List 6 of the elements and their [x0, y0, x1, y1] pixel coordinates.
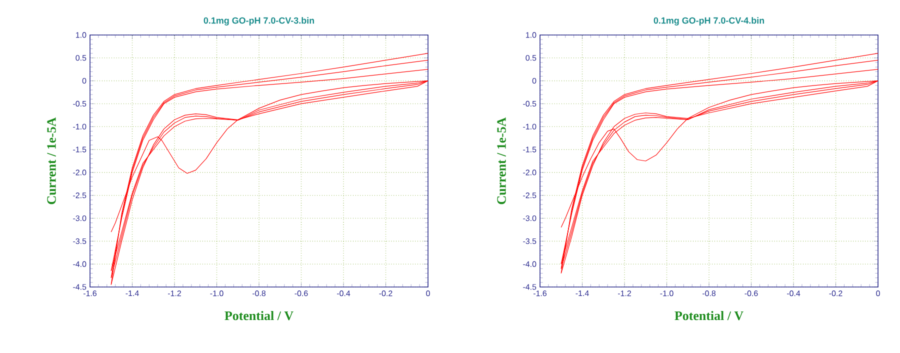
chart-title: 0.1mg GO-pH 7.0-CV-4.bin: [654, 17, 764, 26]
y-axis-title: Current / 1e-5A: [47, 117, 56, 204]
x-axis-title: Potential / V: [674, 311, 744, 320]
chart-title: 0.1mg GO-pH 7.0-CV-3.bin: [204, 17, 314, 26]
x-axis-title: Potential / V: [224, 311, 294, 320]
y-axis-title: Current / 1e-5A: [497, 117, 506, 204]
